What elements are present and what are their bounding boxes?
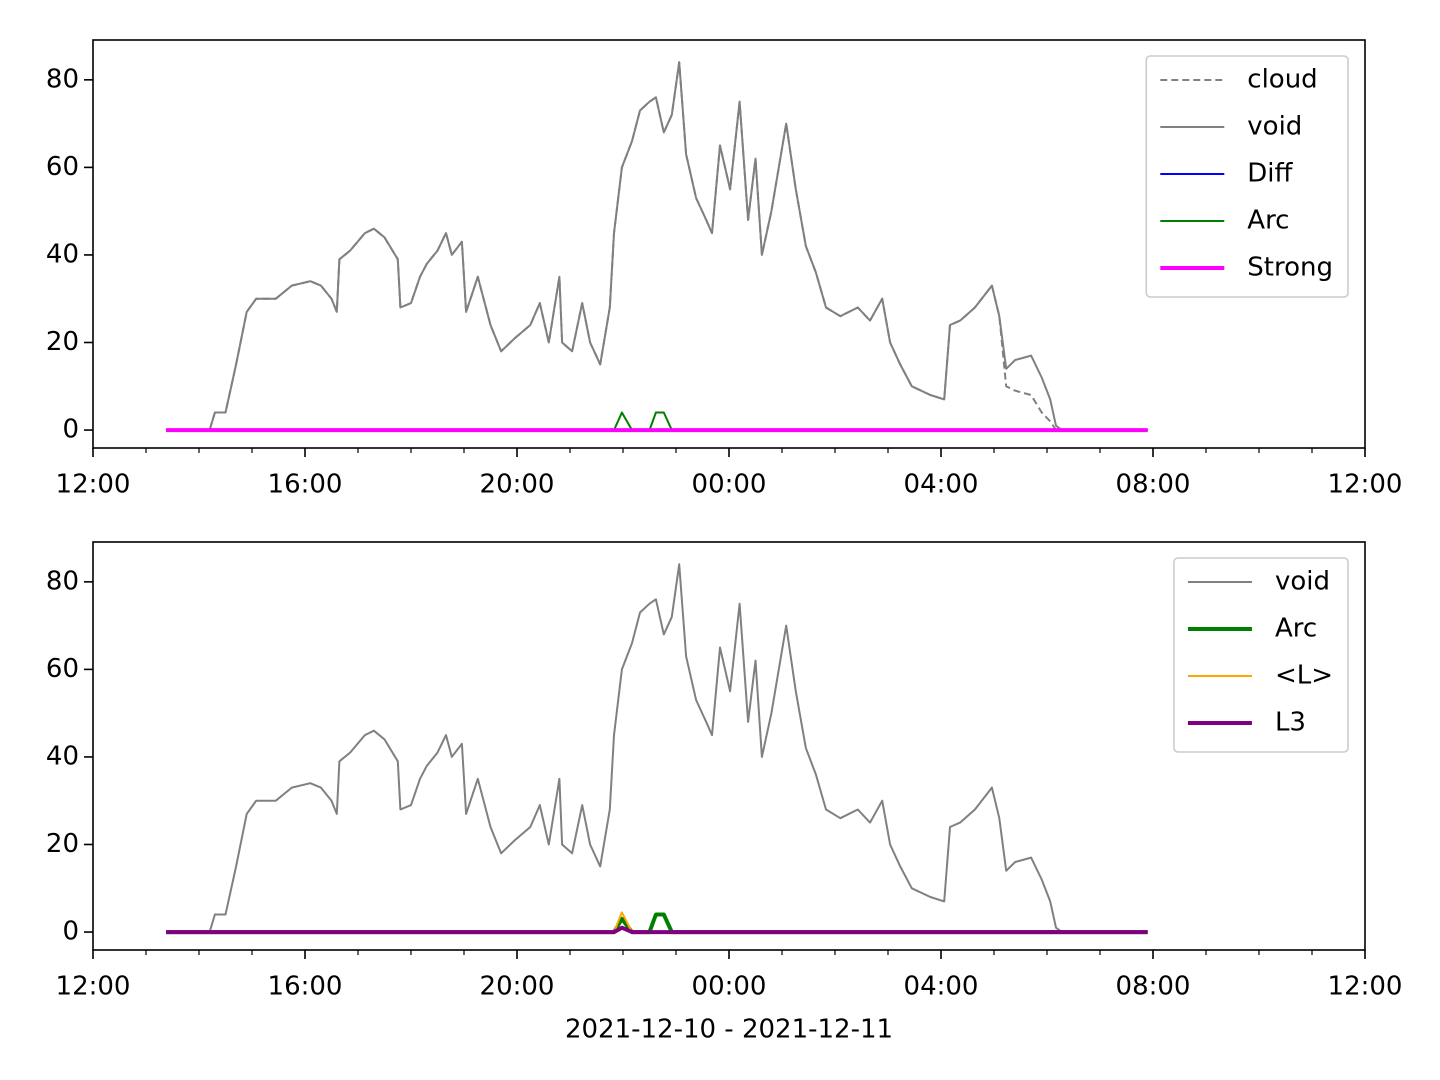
legend-label: void [1275, 567, 1330, 597]
subplot: 0 20 40 60 80 12:00 16:00 20:00 00:00 04:00 08:00 1… [46, 39, 1403, 500]
x-tick-label: 16:00 [268, 972, 343, 1002]
x-tick-label: 12:00 [56, 470, 131, 500]
axes-frame [92, 39, 1366, 449]
series-line [166, 925, 1148, 935]
subplot: 0 20 40 60 80 12:00 16:00 20:00 00:00 04:00 08:00 1… [46, 541, 1403, 1045]
x-tick-label: 08:00 [1116, 470, 1191, 500]
legend-label: Arc [1275, 614, 1317, 644]
series-line [166, 411, 1148, 432]
x-tick-label: 12:00 [1328, 972, 1403, 1002]
series-line [166, 912, 1148, 935]
legend-box [1145, 55, 1349, 298]
x-tick-label: 16:00 [268, 470, 343, 500]
x-tick-label: 00:00 [692, 470, 767, 500]
y-tick-label: 20 [46, 327, 79, 357]
legend-label: void [1247, 112, 1302, 142]
y-tick-label: 0 [62, 917, 79, 947]
legend-label: cloud [1247, 65, 1317, 95]
x-tick-label: 04:00 [904, 972, 979, 1002]
x-axis-label: 2021-12-10 - 2021-12-11 [565, 1015, 893, 1045]
y-tick-label: 80 [46, 64, 79, 94]
x-tick-label: 08:00 [1116, 972, 1191, 1002]
legend-label: <L> [1275, 661, 1333, 691]
legend: cloud void Diff Arc Strong [1145, 55, 1349, 298]
legend-label: Strong [1247, 253, 1333, 283]
series-line [166, 61, 1148, 432]
y-tick-label: 60 [46, 152, 79, 182]
x-tick-label: 04:00 [904, 470, 979, 500]
y-tick-label: 60 [46, 654, 79, 684]
y-tick-label: 0 [62, 415, 79, 445]
legend: void Arc <L> L3 [1173, 557, 1349, 753]
x-tick-label: 12:00 [56, 972, 131, 1002]
axes-frame [92, 541, 1366, 951]
y-tick-label: 20 [46, 829, 79, 859]
legend-label: Diff [1247, 159, 1293, 189]
x-tick-label: 00:00 [692, 972, 767, 1002]
y-tick-label: 80 [46, 566, 79, 596]
x-tick-label: 20:00 [480, 972, 555, 1002]
series-line [166, 563, 1148, 934]
legend-box [1173, 557, 1349, 753]
y-tick-label: 40 [46, 239, 79, 269]
y-tick-label: 40 [46, 741, 79, 771]
x-tick-label: 20:00 [480, 470, 555, 500]
legend-label: Arc [1247, 206, 1289, 236]
x-tick-label: 12:00 [1328, 470, 1403, 500]
series-line [166, 61, 1148, 432]
legend-label: L3 [1275, 708, 1306, 738]
